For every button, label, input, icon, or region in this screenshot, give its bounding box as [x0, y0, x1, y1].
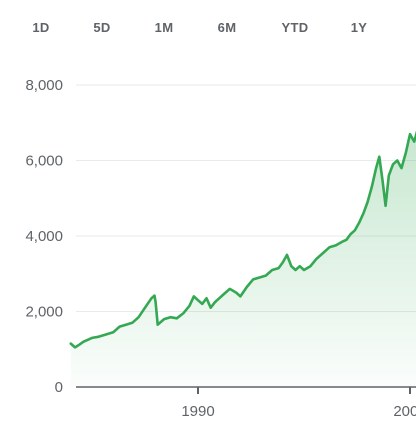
y-tick-label: 6,000: [25, 153, 63, 170]
x-axis-ticks: 1990 2000: [181, 387, 416, 420]
y-tick-label: 0: [55, 379, 63, 396]
x-tick-label: 2000: [393, 403, 416, 420]
range-tab-1d[interactable]: 1D: [32, 20, 50, 35]
price-area: [70, 134, 416, 387]
range-tab-1y[interactable]: 1Y: [350, 20, 368, 35]
y-tick-label: 4,000: [25, 228, 63, 245]
range-tab-ytd[interactable]: YTD: [281, 20, 309, 35]
range-tab-1m[interactable]: 1M: [154, 20, 174, 35]
y-tick-label: 8,000: [25, 77, 63, 94]
y-axis-labels: 0 2,000 4,000 6,000 8,000: [25, 77, 63, 396]
range-tabs: 1D 5D 1M 6M YTD 1Y 5Y: [0, 0, 416, 60]
range-tab-5d[interactable]: 5D: [93, 20, 111, 35]
y-tick-label: 2,000: [25, 304, 63, 321]
range-tab-6m[interactable]: 6M: [217, 20, 237, 35]
x-tick-label: 1990: [181, 403, 214, 420]
price-line: [69, 130, 416, 349]
